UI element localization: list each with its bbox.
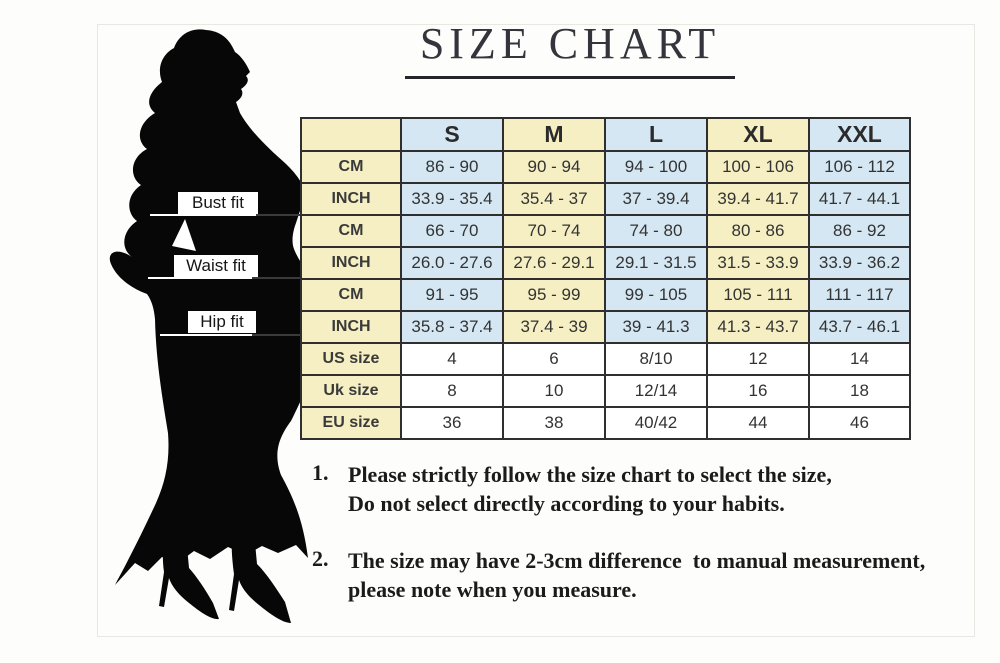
cell-value: 37 - 39.4 [604, 182, 708, 216]
cell-value: 10 [502, 374, 606, 408]
cell-value: 33.9 - 35.4 [400, 182, 504, 216]
table-header-row: S M L XL XXL [300, 117, 911, 152]
row-label: CM [300, 278, 402, 312]
bust-pointer-line [256, 214, 301, 216]
cell-value: 100 - 106 [706, 150, 810, 184]
table-row-hip-inch: INCH 35.8 - 37.4 37.4 - 39 39 - 41.3 41.… [300, 310, 911, 344]
cell-value: 80 - 86 [706, 214, 810, 248]
photo-frame-border [97, 24, 975, 637]
column-header-l: L [604, 117, 708, 152]
bust-fit-label: Bust fit [178, 192, 258, 214]
cell-value: 33.9 - 36.2 [808, 246, 911, 280]
cell-value: 36 [400, 406, 504, 440]
row-label: EU size [300, 406, 402, 440]
cell-value: 74 - 80 [604, 214, 708, 248]
cell-value: 6 [502, 342, 606, 376]
table-row-hip-cm: CM 91 - 95 95 - 99 99 - 105 105 - 111 11… [300, 278, 911, 312]
cell-value: 86 - 92 [808, 214, 911, 248]
cell-value: 94 - 100 [604, 150, 708, 184]
cell-value: 35.4 - 37 [502, 182, 606, 216]
note-2: 2. The size may have 2-3cm difference to… [312, 546, 925, 604]
cell-value: 12 [706, 342, 810, 376]
column-header-s: S [400, 117, 504, 152]
cell-value: 18 [808, 374, 911, 408]
table-row-waist-cm: CM 66 - 70 70 - 74 74 - 80 80 - 86 86 - … [300, 214, 911, 248]
hip-pointer-line [160, 334, 252, 336]
cell-value: 38 [502, 406, 606, 440]
column-header-m: M [502, 117, 606, 152]
note-text-line: please note when you measure. [348, 577, 637, 602]
bust-pointer-line [150, 214, 256, 216]
waist-fit-label: Waist fit [174, 255, 258, 277]
cell-value: 40/42 [604, 406, 708, 440]
row-label: INCH [300, 182, 402, 216]
size-chart-table: S M L XL XXL CM 86 - 90 90 - 94 94 - 100… [300, 117, 911, 440]
cell-value: 35.8 - 37.4 [400, 310, 504, 344]
cell-value: 106 - 112 [808, 150, 911, 184]
hip-pointer-line [252, 334, 301, 336]
waist-pointer-line [252, 277, 301, 279]
note-text-line: The size may have 2-3cm difference to ma… [348, 548, 926, 573]
row-label: INCH [300, 310, 402, 344]
row-label: CM [300, 150, 402, 184]
cell-value: 12/14 [604, 374, 708, 408]
cell-value: 66 - 70 [400, 214, 504, 248]
table-row-eu-size: EU size 36 38 40/42 44 46 [300, 406, 911, 440]
cell-value: 111 - 117 [808, 278, 911, 312]
cell-value: 86 - 90 [400, 150, 504, 184]
column-header-xl: XL [706, 117, 810, 152]
column-header-xxl: XXL [808, 117, 911, 152]
cell-value: 41.7 - 44.1 [808, 182, 911, 216]
row-label: CM [300, 214, 402, 248]
cell-value: 14 [808, 342, 911, 376]
cell-value: 91 - 95 [400, 278, 504, 312]
cell-value: 8 [400, 374, 504, 408]
cell-value: 99 - 105 [604, 278, 708, 312]
cell-value: 39.4 - 41.7 [706, 182, 810, 216]
note-number: 1. [312, 460, 329, 485]
cell-value: 95 - 99 [502, 278, 606, 312]
table-row-bust-inch: INCH 33.9 - 35.4 35.4 - 37 37 - 39.4 39.… [300, 182, 911, 216]
hip-fit-label: Hip fit [188, 311, 256, 333]
cell-value: 70 - 74 [502, 214, 606, 248]
cell-value: 46 [808, 406, 911, 440]
cell-value: 26.0 - 27.6 [400, 246, 504, 280]
table-row-uk-size: Uk size 8 10 12/14 16 18 [300, 374, 911, 408]
note-1: 1. Please strictly follow the size chart… [312, 460, 832, 518]
cell-value: 8/10 [604, 342, 708, 376]
cell-value: 37.4 - 39 [502, 310, 606, 344]
row-label: Uk size [300, 374, 402, 408]
note-number: 2. [312, 546, 329, 571]
note-text-line: Do not select directly according to your… [348, 491, 785, 516]
corner-cell [300, 117, 402, 152]
table-row-bust-cm: CM 86 - 90 90 - 94 94 - 100 100 - 106 10… [300, 150, 911, 184]
waist-pointer-line [148, 277, 252, 279]
page-title: SIZE CHART [405, 18, 735, 79]
note-text-line: Please strictly follow the size chart to… [348, 462, 832, 487]
table-row-us-size: US size 4 6 8/10 12 14 [300, 342, 911, 376]
row-label: INCH [300, 246, 402, 280]
cell-value: 44 [706, 406, 810, 440]
cell-value: 4 [400, 342, 504, 376]
cell-value: 43.7 - 46.1 [808, 310, 911, 344]
cell-value: 31.5 - 33.9 [706, 246, 810, 280]
table-row-waist-inch: INCH 26.0 - 27.6 27.6 - 29.1 29.1 - 31.5… [300, 246, 911, 280]
cell-value: 105 - 111 [706, 278, 810, 312]
cell-value: 27.6 - 29.1 [502, 246, 606, 280]
cell-value: 90 - 94 [502, 150, 606, 184]
row-label: US size [300, 342, 402, 376]
cell-value: 39 - 41.3 [604, 310, 708, 344]
cell-value: 29.1 - 31.5 [604, 246, 708, 280]
cell-value: 41.3 - 43.7 [706, 310, 810, 344]
cell-value: 16 [706, 374, 810, 408]
